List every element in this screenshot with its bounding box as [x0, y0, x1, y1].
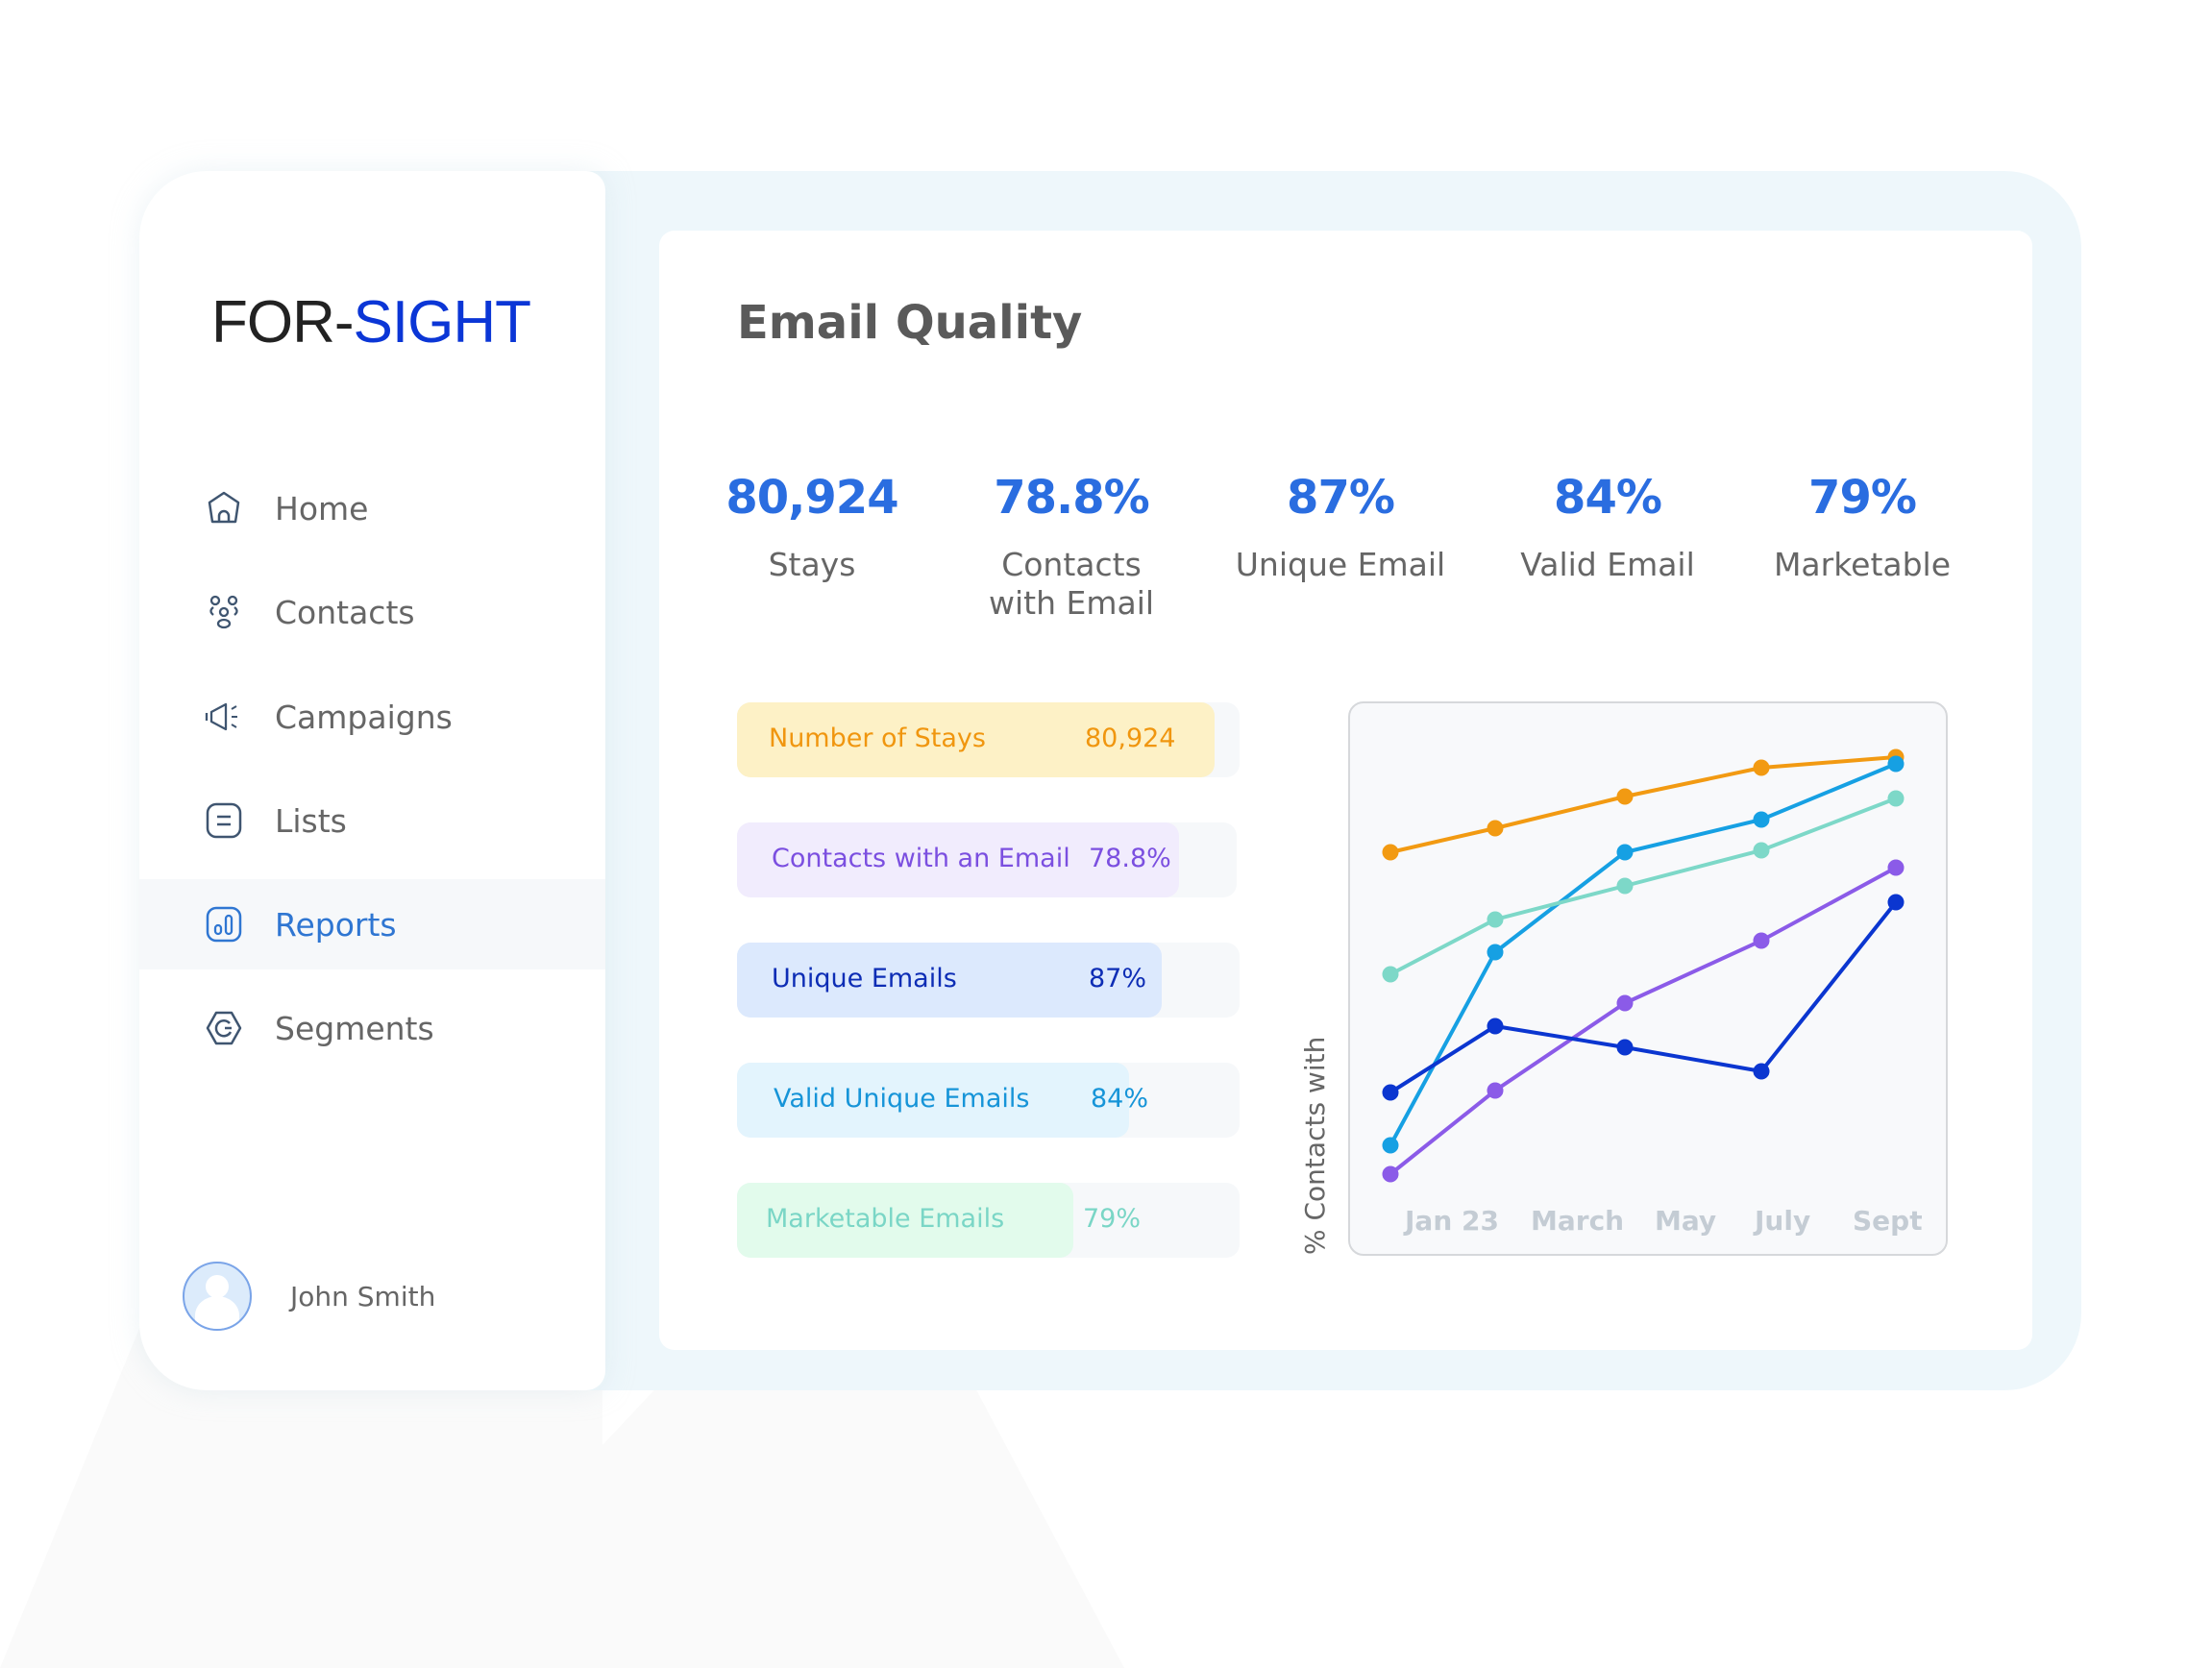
logo-part-for: FOR-: [211, 289, 355, 356]
stat-contacts-with-email: 78.8% Contacts with Email: [946, 471, 1196, 623]
sidebar-item-reports[interactable]: Reports: [139, 879, 605, 969]
stat-value: 84%: [1554, 471, 1662, 525]
x-tick-may: May: [1655, 1205, 1717, 1237]
bar-marketable-emails[interactable]: Marketable Emails 79%: [737, 1183, 1240, 1258]
segments-icon: [206, 1011, 242, 1045]
stat-value: 79%: [1808, 471, 1917, 525]
sidebar-item-label: Contacts: [275, 593, 415, 631]
stat-valid-email: 84% Valid Email: [1483, 471, 1733, 584]
bar-label: Contacts with an Email: [772, 844, 1070, 873]
stat-label: Valid Email: [1520, 546, 1695, 583]
user-profile[interactable]: John Smith: [183, 1262, 435, 1331]
x-tick-jan: Jan 23: [1405, 1205, 1499, 1237]
bar-value: 80,924: [1085, 724, 1176, 753]
stat-value: 80,924: [725, 471, 898, 525]
stat-label: Contacts with Email: [988, 546, 1155, 622]
sidebar-item-label: Campaigns: [275, 698, 453, 736]
bar-value: 84%: [1091, 1084, 1149, 1114]
sidebar-item-lists[interactable]: Lists: [139, 775, 605, 866]
stat-value: 87%: [1287, 471, 1395, 525]
bar-valid-unique-emails[interactable]: Valid Unique Emails 84%: [737, 1063, 1240, 1138]
sidebar-item-label: Reports: [275, 905, 397, 944]
sidebar-item-home[interactable]: Home: [139, 463, 605, 553]
bar-chart-icon: [206, 906, 242, 943]
stat-value: 78.8%: [994, 471, 1150, 525]
bar-value: 79%: [1083, 1204, 1142, 1234]
sidebar: [139, 171, 605, 1390]
user-name: John Smith: [290, 1280, 436, 1312]
line-chart: [1348, 701, 1948, 1256]
bar-fill: [737, 702, 1215, 777]
sidebar-item-label: Segments: [275, 1009, 434, 1047]
sidebar-item-segments[interactable]: Segments: [139, 983, 605, 1073]
stat-label: Marketable: [1773, 546, 1952, 583]
bar-unique-emails[interactable]: Unique Emails 87%: [737, 943, 1240, 1018]
stat-label: Stays: [768, 546, 856, 583]
bar-label: Marketable Emails: [766, 1204, 1005, 1234]
sidebar-item-label: Lists: [275, 801, 347, 840]
stat-marketable: 79% Marketable: [1737, 471, 1987, 584]
bar-label: Unique Emails: [772, 964, 957, 993]
x-tick-march: March: [1531, 1205, 1625, 1237]
bar-label: Number of Stays: [769, 724, 986, 753]
x-tick-july: July: [1755, 1205, 1811, 1237]
contacts-icon: [209, 595, 238, 629]
stat-unique-email: 87% Unique Email: [1216, 471, 1465, 584]
bar-fill: [737, 1063, 1129, 1138]
megaphone-icon: [205, 702, 237, 731]
avatar-body: [195, 1296, 239, 1329]
x-tick-sept: Sept: [1853, 1205, 1923, 1237]
bar-contacts-with-email[interactable]: Contacts with an Email 78.8%: [737, 822, 1237, 897]
sidebar-item-label: Home: [275, 489, 369, 527]
home-icon: [208, 491, 240, 524]
logo: FOR-SIGHT: [211, 293, 531, 353]
list-icon: [206, 802, 242, 839]
avatar-head: [206, 1275, 229, 1298]
bar-value: 87%: [1089, 964, 1147, 993]
page-title: Email Quality: [737, 296, 1083, 350]
y-axis-label: % Contacts with: [1299, 1036, 1331, 1255]
sidebar-item-contacts[interactable]: Contacts: [139, 567, 605, 657]
bar-fill: [737, 943, 1162, 1018]
bar-number-of-stays[interactable]: Number of Stays 80,924: [737, 702, 1240, 777]
bar-label: Valid Unique Emails: [774, 1084, 1030, 1114]
bar-fill: [737, 1183, 1073, 1258]
avatar[interactable]: [183, 1262, 252, 1331]
stat-stays: 80,924 Stays: [687, 471, 937, 584]
sidebar-item-campaigns[interactable]: Campaigns: [139, 672, 605, 762]
logo-part-sight: SIGHT: [353, 289, 531, 356]
bar-value: 78.8%: [1089, 844, 1171, 873]
bar-fill: [737, 822, 1179, 897]
stat-label: Unique Email: [1235, 546, 1446, 583]
